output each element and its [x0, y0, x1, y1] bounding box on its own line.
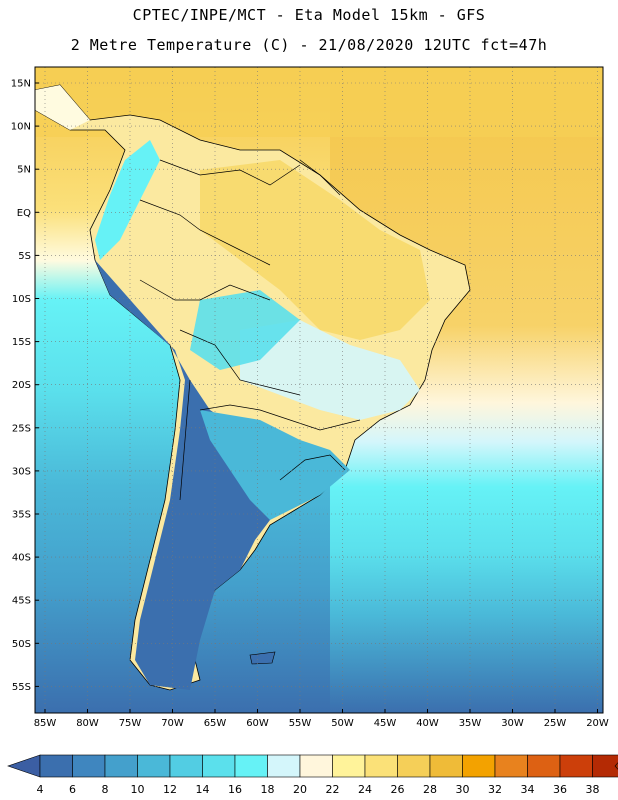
colorbar-label: 4 — [37, 783, 44, 796]
south-america-landmass — [34, 84, 471, 691]
lat-tick-label: 20S — [12, 380, 31, 391]
lat-tick-label: 35S — [12, 510, 31, 521]
lat-lon-grid — [35, 67, 603, 713]
lat-tick-label: 30S — [12, 466, 31, 477]
colorbar: 4 6 8 10 12 14 16 18 20 22 24 26 28 30 32 34 36 38 — [7, 754, 618, 796]
colorbar-label: 26 — [391, 783, 405, 796]
lon-tick-label: 85W — [34, 718, 57, 729]
colorbar-label: 12 — [163, 783, 177, 796]
colorbar-label: 36 — [553, 783, 567, 796]
map-title-line2: 2 Metre Temperature (C) - 21/08/2020 12U… — [70, 36, 548, 54]
lon-tick-label: 65W — [204, 718, 227, 729]
lon-tick-label: 20W — [586, 718, 609, 729]
colorbar-swatch — [364, 754, 398, 778]
colorbar-swatch — [39, 754, 73, 778]
lat-tick-label: 15S — [12, 337, 31, 348]
colorbar-swatch — [559, 754, 593, 778]
lon-tick-label: 75W — [119, 718, 142, 729]
lat-tick-label: EQ — [17, 208, 31, 219]
colorbar-swatch — [267, 754, 301, 778]
colorbar-swatch — [462, 754, 496, 778]
lon-tick-label: 35W — [459, 718, 482, 729]
colorbar-label: 22 — [326, 783, 340, 796]
colorbar-swatch — [527, 754, 561, 778]
lon-tick-label: 60W — [246, 718, 269, 729]
colorbar-swatch — [202, 754, 236, 778]
colorbar-swatch — [169, 754, 203, 778]
latitude-labels: 15N 10N 5N EQ 5S 10S 15S 20S 25S 30S 35S 40S 45S 50S 5… — [11, 79, 39, 693]
lon-tick-label: 25W — [544, 718, 567, 729]
lat-tick-label: 40S — [12, 553, 31, 564]
colorbar-label: 30 — [456, 783, 470, 796]
lon-tick-label: 45W — [374, 718, 397, 729]
colorbar-swatch — [104, 754, 138, 778]
colorbar-label: 32 — [488, 783, 502, 796]
lat-tick-label: 10S — [12, 294, 31, 305]
colorbar-label: 24 — [358, 783, 372, 796]
map-title-line1: CPTEC/INPE/MCT - Eta Model 15km - GFS — [132, 6, 486, 24]
longitude-labels: 85W 80W 75W 70W 65W 60W 55W 50W 45W 40W 35W 30W 25W 2… — [34, 709, 609, 729]
colorbar-swatch — [429, 754, 463, 778]
lon-tick-label: 30W — [501, 718, 524, 729]
colorbar-label: 8 — [102, 783, 109, 796]
colorbar-label: 28 — [423, 783, 437, 796]
lat-tick-label: 5S — [18, 251, 31, 262]
colorbar-swatch — [137, 754, 171, 778]
colorbar-swatch — [397, 754, 431, 778]
lon-tick-label: 70W — [161, 718, 184, 729]
country-borders — [139, 159, 361, 501]
colorbar-swatch — [494, 754, 528, 778]
lat-tick-label: 25S — [12, 423, 31, 434]
colorbar-label: 14 — [196, 783, 210, 796]
lat-tick-label: 55S — [12, 682, 31, 693]
colorbar-swatch — [299, 754, 333, 778]
lat-tick-label: 15N — [11, 79, 31, 90]
map-border — [34, 66, 604, 714]
lon-tick-label: 80W — [76, 718, 99, 729]
lat-tick-label: 45S — [12, 596, 31, 607]
lon-tick-label: 40W — [416, 718, 439, 729]
lat-tick-label: 50S — [12, 639, 31, 650]
colorbar-label: 38 — [586, 783, 600, 796]
colorbar-label: 6 — [69, 783, 76, 796]
lat-tick-label: 10N — [11, 122, 31, 133]
colorbar-under-arrow — [7, 754, 41, 778]
colorbar-swatch — [592, 754, 618, 778]
colorbar-over-arrow — [614, 762, 618, 770]
colorbar-label: 10 — [131, 783, 145, 796]
colorbar-swatch — [332, 754, 366, 778]
colorbar-swatch — [234, 754, 268, 778]
lon-tick-label: 50W — [331, 718, 354, 729]
colorbar-label: 34 — [521, 783, 535, 796]
lon-tick-label: 55W — [289, 718, 312, 729]
colorbar-swatch — [72, 754, 106, 778]
colorbar-label: 18 — [261, 783, 275, 796]
colorbar-label: 20 — [293, 783, 307, 796]
lat-tick-label: 5N — [17, 165, 31, 176]
colorbar-label: 16 — [228, 783, 242, 796]
